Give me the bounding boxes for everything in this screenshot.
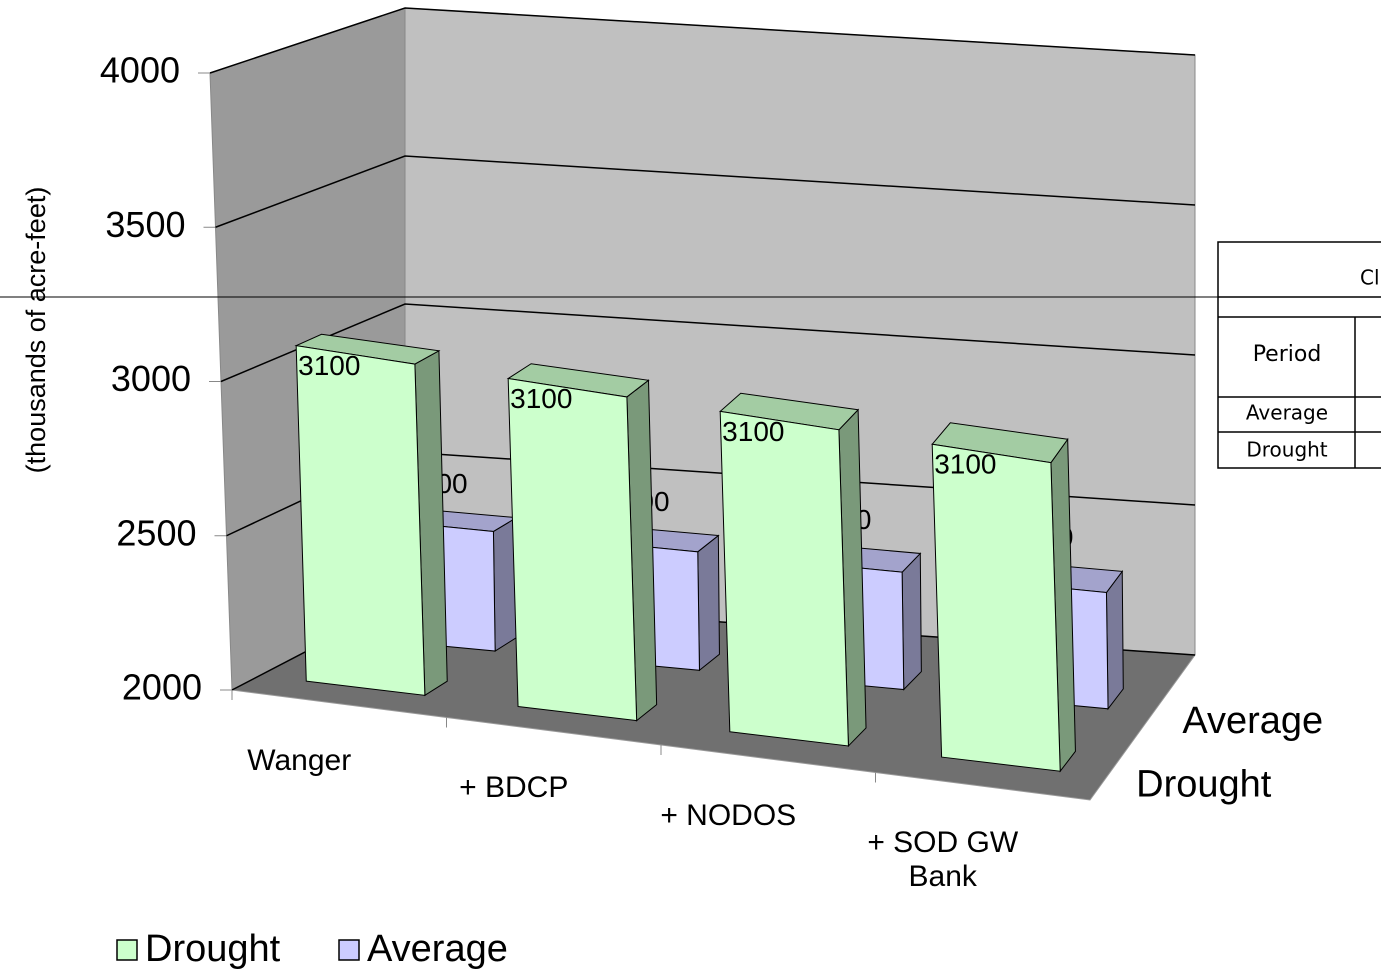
depth-label: Drought <box>1136 764 1272 806</box>
y-tick-label: 3000 <box>111 358 191 399</box>
data-label: 3100 <box>298 350 360 381</box>
table-title: Cl <box>1360 266 1380 290</box>
y-tick-label: 2500 <box>116 512 196 553</box>
grid-line <box>220 303 1196 383</box>
bar <box>719 392 867 748</box>
bar-front <box>931 443 1061 772</box>
bar-side <box>901 552 922 691</box>
bar-side <box>1105 569 1124 711</box>
legend-swatch <box>116 939 138 961</box>
depth-label: Average <box>1182 700 1323 742</box>
legend-label: Average <box>367 928 508 970</box>
x-tick-label: Wanger <box>247 743 352 777</box>
table-row-label: Average <box>1246 401 1328 425</box>
bar <box>294 333 448 697</box>
bar-front <box>719 410 849 747</box>
x-tick-label: + SOD GW Bank <box>867 826 1019 894</box>
y-tick-label: 4000 <box>100 50 180 91</box>
table-row-label: Drought <box>1246 438 1327 462</box>
grid-line <box>215 155 1196 228</box>
data-label: 3100 <box>934 449 996 480</box>
x-tick-label: + NODOS <box>660 798 797 832</box>
bar-side <box>697 534 720 672</box>
y-tick-label: 2000 <box>122 667 202 708</box>
y-tick-label: 3500 <box>105 204 185 245</box>
legend-label: Drought <box>145 928 281 970</box>
y-axis-label: (thousands of acre-feet) <box>21 187 51 474</box>
bar <box>506 363 658 722</box>
table-box <box>1217 241 1381 469</box>
legend-swatch <box>338 939 360 961</box>
table-row-label: Period <box>1253 342 1322 367</box>
x-tick-label: + BDCP <box>459 771 569 805</box>
bar-front <box>295 345 426 696</box>
grid-line <box>209 7 1196 74</box>
bar-front <box>507 377 638 722</box>
bar <box>931 422 1076 773</box>
data-label: 3100 <box>722 416 784 447</box>
data-label: 3100 <box>510 383 572 414</box>
